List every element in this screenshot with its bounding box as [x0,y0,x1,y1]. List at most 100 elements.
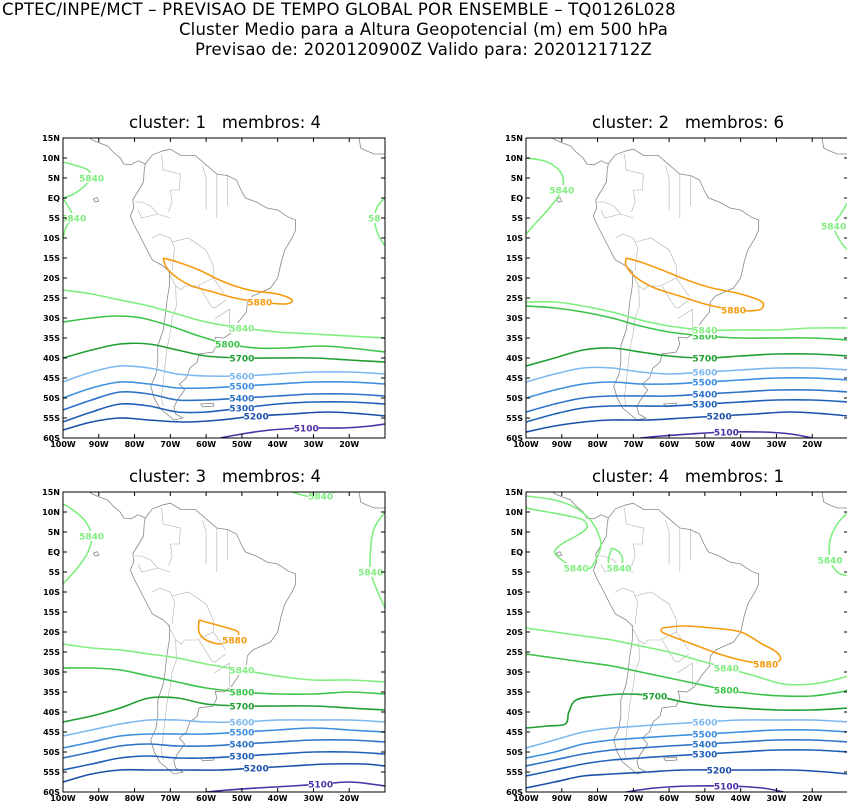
contour-label-bg [692,749,718,759]
y-tick-label: 5N [511,174,523,183]
contour-5840 [63,503,93,585]
y-tick-label: 35S [43,334,60,343]
contour-5840 [526,495,602,571]
country-border [624,285,640,407]
x-tick-label: 40W [731,440,751,449]
contour-label: 5840 [714,665,739,675]
x-tick-label: 30W [766,440,786,449]
contour-5600 [526,366,847,383]
contour-5880 [660,625,782,665]
contour-label-bg [229,371,255,381]
y-tick-label: 15S [506,254,523,263]
country-border [665,165,670,210]
contour-label-bg [229,739,255,749]
y-tick-label: 40S [506,708,523,717]
y-tick-label: 50S [506,394,523,403]
contour-label: 5300 [229,753,254,763]
contour-5300 [526,748,847,777]
y-tick-label: EQ [511,548,523,557]
island-outline [618,472,640,480]
contour-5840 [828,511,847,577]
contour-label-bg [642,691,667,701]
contour-label-bg [229,665,255,675]
contour-label: 5880 [753,661,778,671]
contour-label-bg [714,781,739,791]
island-outline [117,106,155,119]
contour-label: 58 [368,215,381,225]
country-border [152,233,173,243]
map-frame [525,491,847,793]
contour-5800 [526,305,847,341]
coastline [88,138,146,166]
x-tick-label: 50W [232,794,252,803]
island-outline [92,197,100,203]
y-tick-label: 45S [506,374,523,383]
y-tick-label: 55S [43,768,60,777]
y-tick-label: 45S [43,728,60,737]
contour-label-bg [692,331,718,341]
map-plot-area: 5840 5840 5840 5880 5840 5800 5700 5600 55005400… [526,472,847,792]
contour-5500 [526,376,847,399]
contour-label: 5880 [247,299,272,309]
y-tick-label: 25S [43,294,60,303]
contour-label-bg [714,685,739,695]
map-panel-2: 5840584058805800584057005600550054005300… [505,134,847,449]
y-tick-label: 10S [506,234,523,243]
country-border [172,237,214,278]
island-outline [155,472,177,480]
contour-label-bg [714,663,739,673]
island-outline [555,197,563,203]
country-border [600,209,634,219]
y-tick-label: EQ [511,194,523,203]
y-tick-label: 5S [49,214,61,223]
y-tick-label: EQ [48,194,60,203]
contour-label-bg [821,221,846,231]
y-tick-label: 15S [506,608,523,617]
contour-5400 [63,390,385,411]
country-border [161,153,181,213]
coastline [129,148,296,421]
contour-5600 [526,719,847,749]
contour-label: 5200 [707,413,732,423]
contour-label: 5840 [549,187,574,197]
y-tick-label: 40S [43,354,60,363]
y-tick-label: 5S [49,568,61,577]
country-border [134,201,159,215]
contour-label-bg [229,751,255,761]
island-outline [92,551,100,557]
coastline [821,492,847,509]
contour-label-bg [692,353,718,363]
contour-label: 5800 [229,689,254,699]
contour-5700 [526,693,847,729]
y-tick-label: 50S [506,748,523,757]
y-tick-label: 35S [43,688,60,697]
country-border [172,591,214,632]
y-tick-label: 25S [506,294,523,303]
country-border [624,507,644,567]
contour-5500 [526,728,847,759]
y-tick-label: 15N [505,134,523,143]
country-border [677,662,693,686]
map-plot-area: 5840584058805800584057005600550054005300… [526,138,847,438]
contour-5500 [63,727,385,749]
y-tick-label: 45S [43,374,60,383]
contour-label-bg [229,323,255,333]
contour-5400 [63,738,385,759]
contour-label-bg [817,555,843,565]
country-border [665,519,670,564]
x-tick-label: 50W [695,794,715,803]
y-tick-label: EQ [48,548,60,557]
contour-label-bg [308,779,333,789]
y-tick-label: 5N [511,528,523,537]
contour-5100 [206,781,385,792]
contour-label-bg [247,297,272,307]
contour-label-bg [563,563,589,573]
contour-5700 [526,347,847,367]
y-tick-label: 5S [512,214,524,223]
contour-label-bg [692,325,718,335]
contour-label-bg [79,531,104,541]
contour-5840 [369,511,385,609]
x-tick-label: 80W [125,440,145,449]
